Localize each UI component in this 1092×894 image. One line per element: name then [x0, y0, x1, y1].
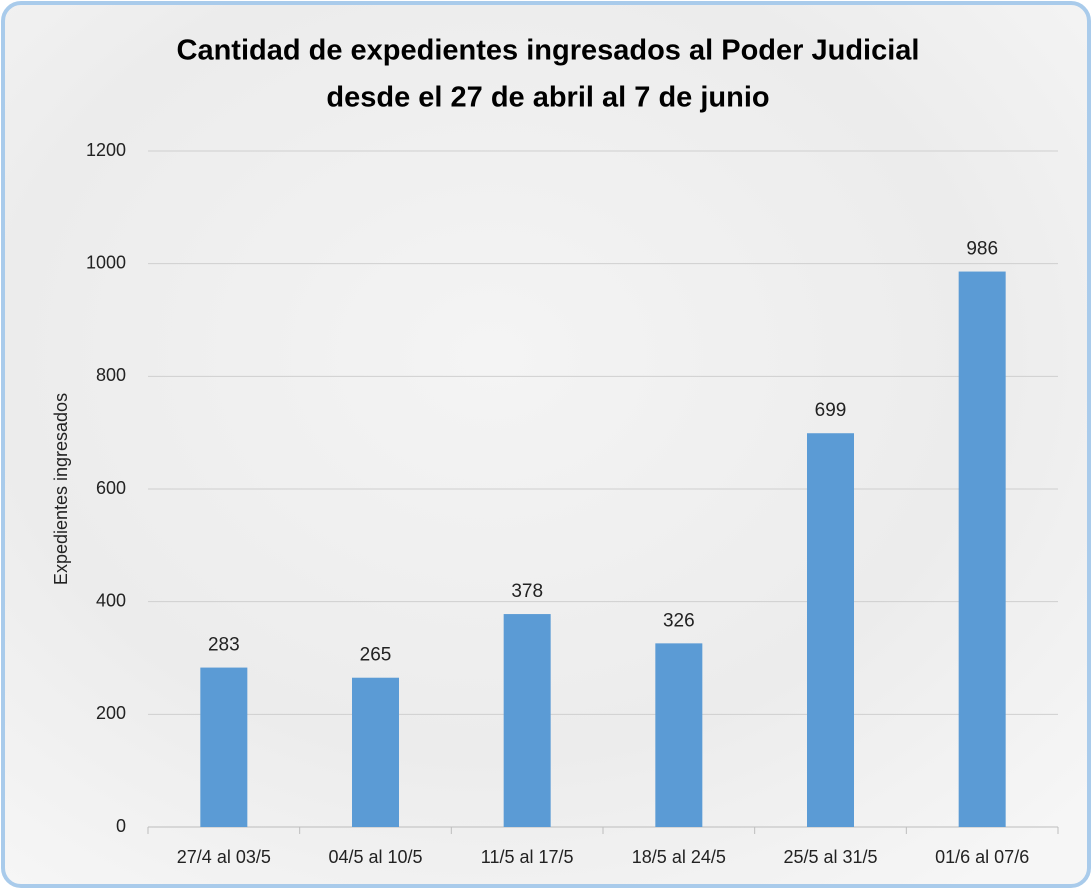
bar	[352, 677, 399, 827]
y-tick-label: 400	[96, 590, 126, 610]
bar	[958, 271, 1006, 827]
y-tick-label: 1000	[86, 252, 126, 272]
data-label: 986	[966, 239, 998, 260]
x-tick-label: 11/5 al 17/5	[481, 847, 574, 867]
x-tick-label: 18/5 al 24/5	[632, 847, 726, 867]
bar	[503, 614, 551, 827]
data-label: 378	[511, 581, 543, 602]
bar	[655, 643, 703, 827]
chart-title: Cantidad de expedientes ingresados al Po…	[177, 35, 920, 67]
data-label: 265	[360, 645, 392, 666]
y-tick-label: 1200	[86, 140, 126, 160]
x-tick-label: 04/5 al 10/5	[328, 847, 422, 867]
x-tick-label: 25/5 al 31/5	[783, 847, 877, 867]
chart-title: desde el 27 de abril al 7 de junio	[326, 82, 769, 114]
data-label: 326	[663, 610, 695, 631]
data-label: 699	[815, 400, 847, 421]
bar	[200, 667, 248, 827]
x-tick-label: 27/4 al 03/5	[177, 847, 271, 867]
x-tick-label: 01/6 al 07/6	[935, 847, 1029, 867]
y-axis-label: Expedientes ingresados	[51, 393, 71, 585]
y-tick-label: 600	[96, 478, 126, 498]
data-label: 283	[208, 635, 240, 656]
y-tick-label: 800	[96, 365, 126, 385]
y-tick-label: 200	[96, 703, 126, 723]
bar	[807, 433, 854, 827]
y-tick-label: 0	[116, 816, 126, 836]
